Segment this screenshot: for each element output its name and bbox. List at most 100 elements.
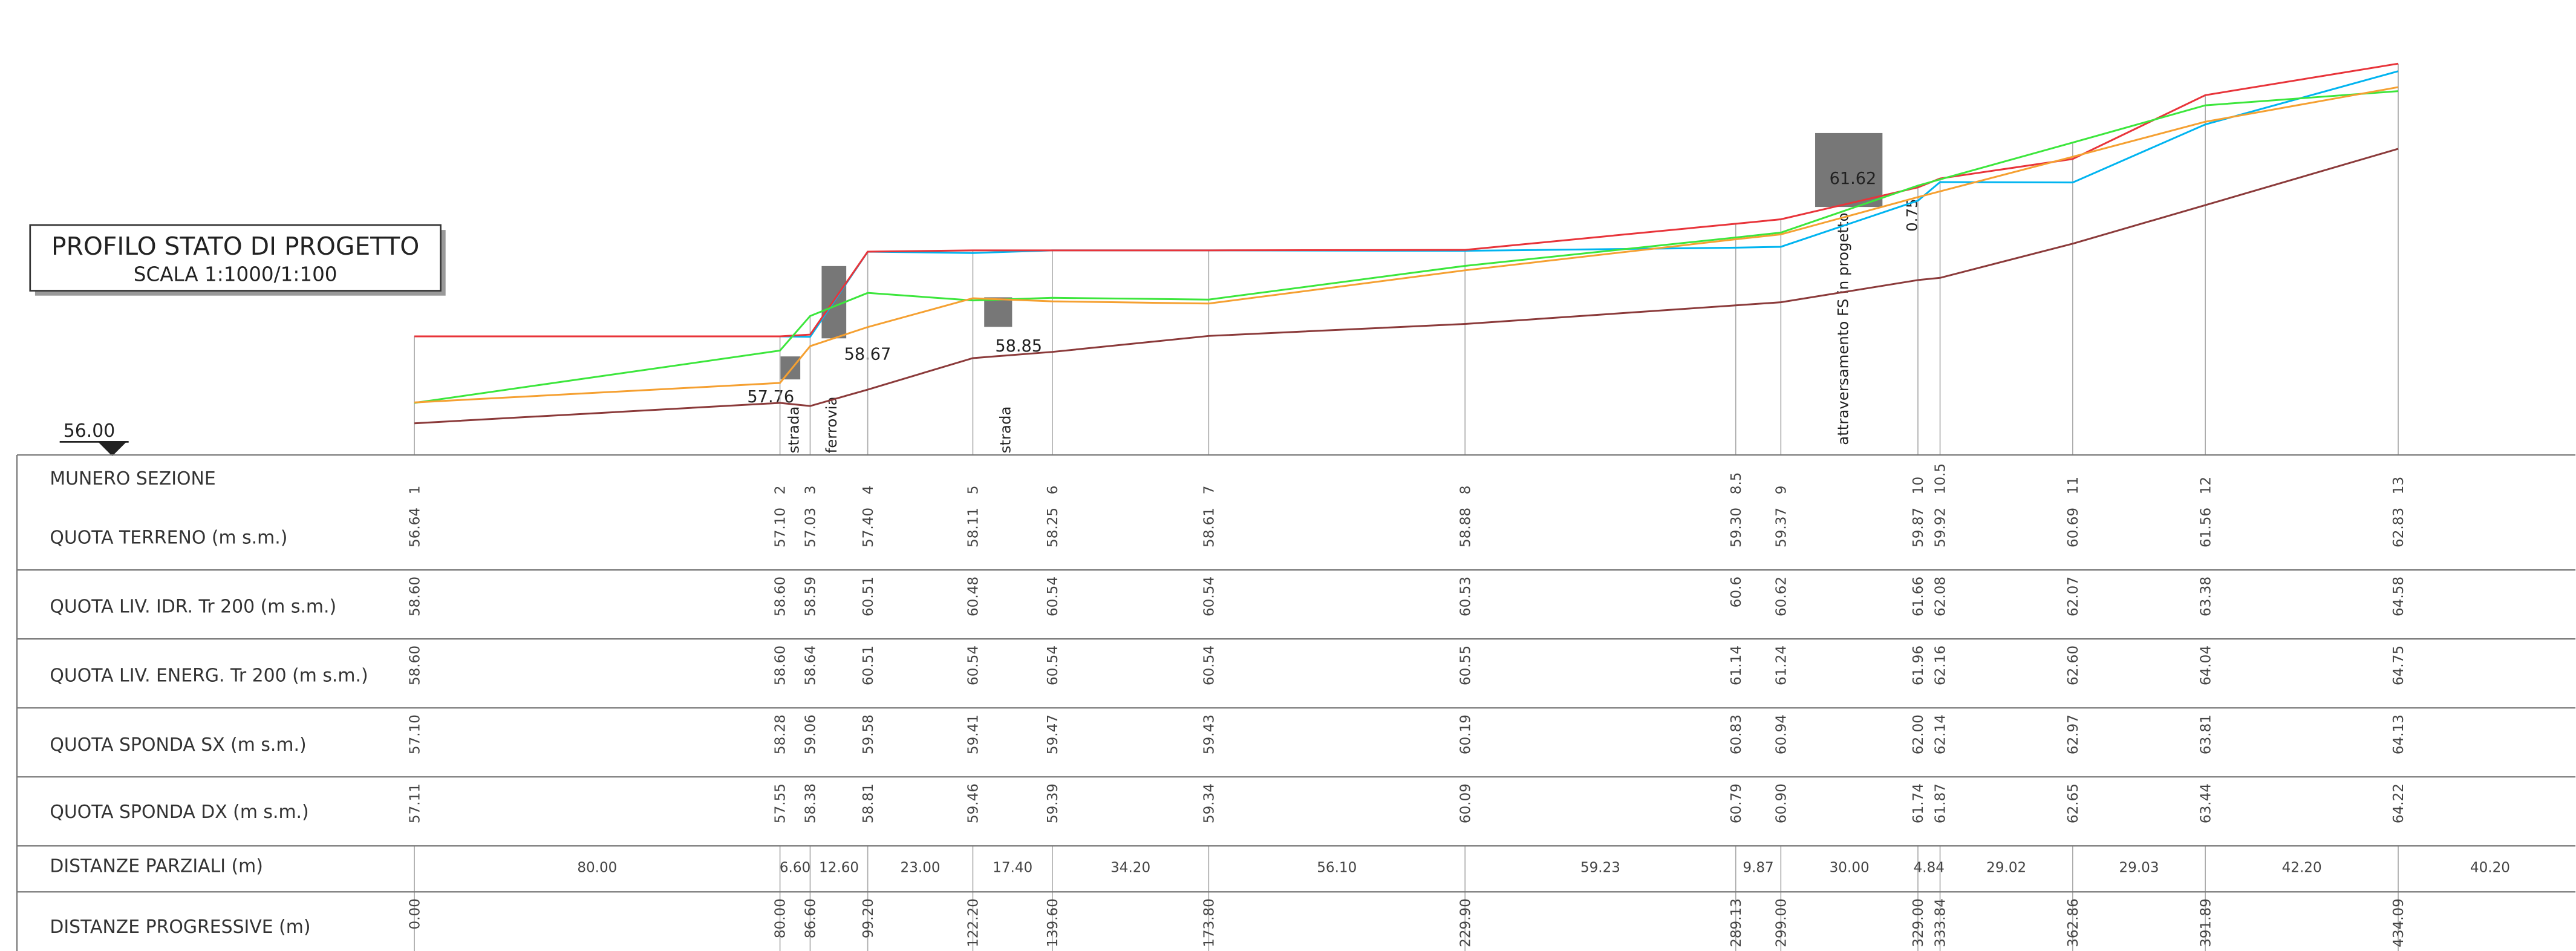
elevation-value: 59.92 bbox=[1933, 508, 1949, 547]
elevation-value: 60.53 bbox=[1458, 577, 1473, 616]
partial-distance: 6.60 bbox=[780, 860, 810, 876]
elevation-value: 59.58 bbox=[861, 714, 876, 754]
elevation-value: 59.47 bbox=[1045, 714, 1061, 754]
section-number: 4 bbox=[861, 486, 876, 495]
elevation-value: 58.60 bbox=[773, 645, 789, 685]
elevation-value: 64.22 bbox=[2391, 783, 2407, 823]
section-number: 5 bbox=[966, 486, 982, 495]
elevation-value: 60.90 bbox=[1773, 783, 1789, 823]
crossing-label: attraversamento FS in progetto bbox=[1834, 212, 1851, 445]
elevation-value: 57.10 bbox=[773, 508, 789, 547]
progressive-distance: 333.84 bbox=[1933, 898, 1949, 947]
progressive-distance: 229.90 bbox=[1458, 898, 1473, 947]
structure bbox=[1815, 132, 1883, 208]
elevation-value: 63.44 bbox=[2198, 783, 2214, 823]
title: PROFILO STATO DI PROGETTO bbox=[51, 232, 419, 261]
profile-line bbox=[414, 70, 2399, 338]
scale: SCALA 1:1000/1:100 bbox=[134, 263, 337, 286]
section-number: 9 bbox=[1773, 486, 1789, 495]
elevation-value: 64.75 bbox=[2391, 645, 2407, 685]
elevation-value: 57.03 bbox=[803, 508, 819, 547]
elevation-value: 60.62 bbox=[1773, 577, 1789, 616]
elevation-value: 60.6 bbox=[1729, 577, 1744, 607]
elevation-value: 64.58 bbox=[2391, 577, 2407, 616]
elevation-value: 58.25 bbox=[1045, 508, 1061, 547]
crossing-label: ferrovia bbox=[823, 396, 840, 453]
partial-distance: 23.00 bbox=[901, 860, 941, 876]
elevation-value: 60.54 bbox=[1045, 645, 1061, 685]
row-label: DISTANZE PROGRESSIVE (m) bbox=[50, 917, 310, 938]
elevation-value: 62.16 bbox=[1933, 645, 1949, 685]
reference-level: 56.00 bbox=[64, 420, 115, 442]
crossing-label: strada bbox=[784, 407, 802, 454]
partial-distance: 9.87 bbox=[1743, 860, 1773, 876]
elevation-value: 58.60 bbox=[407, 645, 423, 685]
elevation-value: 59.87 bbox=[1911, 508, 1926, 547]
elevation-value: 58.81 bbox=[861, 783, 876, 823]
elevation-value: 61.56 bbox=[2198, 508, 2214, 547]
partial-distance: 40.20 bbox=[2470, 860, 2510, 876]
partial-distance: 42.20 bbox=[2282, 860, 2322, 876]
elevation-value: 56.64 bbox=[407, 508, 423, 547]
section-number: 3 bbox=[803, 486, 819, 495]
elevation-value: 57.55 bbox=[773, 783, 789, 823]
elevation-value: 60.55 bbox=[1458, 645, 1473, 685]
profile-line bbox=[414, 62, 2399, 338]
section-number: 8 bbox=[1458, 486, 1473, 495]
section-number: 13 bbox=[2391, 477, 2407, 494]
elevation-value: 62.07 bbox=[2066, 577, 2081, 616]
progressive-distance: 86.60 bbox=[803, 898, 819, 938]
elevation-value: 59.39 bbox=[1045, 783, 1061, 823]
elevation-value: 62.00 bbox=[1911, 714, 1926, 754]
elevation-value: 58.60 bbox=[773, 577, 789, 616]
elevation-value: 60.09 bbox=[1458, 783, 1473, 823]
elevation-value: 63.81 bbox=[2198, 714, 2214, 754]
crossing-label: strada bbox=[997, 407, 1014, 454]
elevation-value: 61.87 bbox=[1933, 783, 1949, 823]
elevation-value: 59.37 bbox=[1773, 508, 1789, 547]
title-box bbox=[29, 224, 442, 292]
elevation-value: 60.94 bbox=[1773, 714, 1789, 754]
row-label: QUOTA LIV. IDR. Tr 200 (m s.m.) bbox=[50, 596, 336, 618]
elevation-value: 59.46 bbox=[966, 783, 982, 823]
progressive-distance: 0.00 bbox=[407, 898, 423, 929]
partial-distance: 56.10 bbox=[1317, 860, 1357, 876]
elevation-value: 58.59 bbox=[803, 577, 819, 616]
elevation-value: 57.10 bbox=[407, 714, 423, 754]
elevation-value: 60.48 bbox=[966, 577, 982, 616]
partial-distance: 12.60 bbox=[819, 860, 859, 876]
elevation-value: 62.65 bbox=[2066, 783, 2081, 823]
elevation-value: 60.51 bbox=[861, 577, 876, 616]
elevation-value: 60.19 bbox=[1458, 714, 1473, 754]
structure bbox=[984, 297, 1012, 327]
elevation-value: 57.11 bbox=[407, 783, 423, 823]
elevation-value: 63.38 bbox=[2198, 577, 2214, 616]
progressive-distance: 122.20 bbox=[966, 898, 982, 947]
elevation-value: 61.74 bbox=[1911, 783, 1926, 823]
profile-line bbox=[414, 148, 2399, 425]
elevation-value: 60.51 bbox=[861, 645, 876, 685]
elevation-value: 60.69 bbox=[2066, 508, 2081, 547]
row-label: QUOTA TERRENO (m s.m.) bbox=[50, 528, 287, 549]
section-number: 12 bbox=[2198, 477, 2214, 494]
progressive-distance: 173.80 bbox=[1201, 898, 1217, 947]
elevation-value: 60.54 bbox=[1045, 577, 1061, 616]
progressive-distance: 139.60 bbox=[1045, 898, 1061, 947]
section-number: 1 bbox=[407, 486, 423, 495]
row-label: QUOTA LIV. ENERG. Tr 200 (m s.m.) bbox=[50, 665, 368, 687]
elevation-value: 58.11 bbox=[966, 508, 982, 547]
elevation-value: 64.04 bbox=[2198, 645, 2214, 685]
partial-distance: 30.00 bbox=[1830, 860, 1870, 876]
elevation-value: 60.54 bbox=[1201, 577, 1217, 616]
reference-marker bbox=[59, 440, 129, 456]
progressive-distance: 80.00 bbox=[773, 898, 789, 938]
section-number: 11 bbox=[2066, 477, 2081, 494]
progressive-distance: 289.13 bbox=[1729, 898, 1744, 947]
partial-distance: 17.40 bbox=[993, 860, 1032, 876]
elevation-value: 61.14 bbox=[1729, 645, 1744, 685]
elevation-value: 58.60 bbox=[407, 577, 423, 616]
elevation-value: 64.13 bbox=[2391, 714, 2407, 754]
progressive-distance: 329.00 bbox=[1911, 898, 1926, 947]
elevation-value: 58.64 bbox=[803, 645, 819, 685]
